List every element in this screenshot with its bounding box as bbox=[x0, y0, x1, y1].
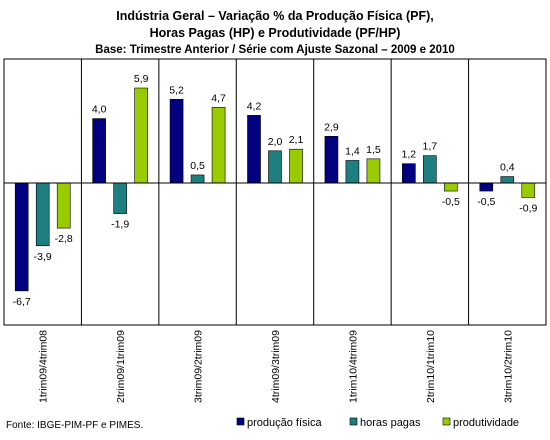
chart-title-line-2: Horas Pagas (HP) e Produtividade (PF/HP) bbox=[150, 26, 401, 40]
bar-producao-fisica bbox=[324, 136, 339, 184]
data-label-producao-fisica: 2,9 bbox=[324, 121, 339, 133]
bar-producao-fisica bbox=[169, 98, 184, 184]
data-label-producao-fisica: 4,2 bbox=[247, 100, 262, 112]
bar-produtividade bbox=[211, 107, 226, 184]
data-label-produtividade: -0,5 bbox=[442, 196, 460, 208]
chart-subtitle: Base: Trimestre Anterior / Série com Aju… bbox=[95, 44, 455, 56]
data-label-producao-fisica: 5,2 bbox=[169, 84, 184, 96]
bar-horas-pagas bbox=[423, 155, 437, 184]
bar-producao-fisica bbox=[479, 182, 494, 192]
data-label-produtividade: 5,9 bbox=[134, 73, 149, 85]
x-tick-label: 3trim10/2trim10 bbox=[502, 330, 514, 403]
data-label-producao-fisica: -6,7 bbox=[13, 296, 31, 308]
bar-producao-fisica bbox=[14, 182, 29, 292]
bars bbox=[14, 87, 536, 292]
source-note: Fonte: IBGE-PIM-PF e PIMES. bbox=[6, 420, 143, 431]
x-tick-label: 2trim09/1trim09 bbox=[115, 330, 127, 403]
data-label-producao-fisica: -0,5 bbox=[477, 196, 495, 208]
legend-label-produtividade: produtividade bbox=[453, 417, 519, 429]
legend: produção física horas pagas produtividade bbox=[236, 417, 519, 429]
value-labels: -6,7 -3,9-2,8 4,0 -1,9 5,9 5,2 0,5 4,7 4,2 2,0 2,1… bbox=[13, 73, 538, 308]
bar-horas-pagas bbox=[268, 150, 282, 184]
chart-title-line-1: Indústria Geral – Variação % da Produção… bbox=[116, 9, 433, 23]
bar-horas-pagas bbox=[500, 176, 515, 184]
data-label-producao-fisica: 4,0 bbox=[92, 104, 107, 116]
data-label-produtividade: -2,8 bbox=[55, 233, 73, 245]
legend-label-producao-fisica: produção física bbox=[247, 417, 322, 429]
legend-swatch-produtividade bbox=[442, 417, 451, 426]
bar-horas-pagas bbox=[345, 160, 360, 184]
bar-produtividade bbox=[289, 148, 303, 184]
bar-produtividade bbox=[366, 158, 381, 184]
data-label-produtividade: 4,7 bbox=[211, 92, 226, 104]
data-label-horas-pagas: -3,9 bbox=[34, 251, 52, 263]
group-dividers bbox=[80, 59, 470, 325]
legend-swatch-horas-pagas bbox=[349, 417, 358, 426]
data-label-producao-fisica: 1,2 bbox=[402, 149, 417, 161]
bar-horas-pagas bbox=[35, 182, 50, 247]
x-tick-label: 4trim09/3trim09 bbox=[270, 330, 282, 403]
bar-produtividade bbox=[444, 182, 458, 192]
data-label-horas-pagas: 1,7 bbox=[423, 141, 438, 153]
bar-horas-pagas bbox=[190, 174, 205, 184]
bar-producao-fisica bbox=[247, 115, 261, 184]
data-label-horas-pagas: 1,4 bbox=[345, 145, 360, 157]
data-label-horas-pagas: -1,9 bbox=[111, 219, 129, 231]
x-tick-label: 1trim10/4trim09 bbox=[347, 330, 359, 403]
x-tick-label: 3trim09/2trim09 bbox=[193, 330, 205, 403]
plot-frame bbox=[3, 58, 547, 326]
x-tick-label: 1trim09/4trim08 bbox=[38, 330, 50, 403]
bar-produtividade bbox=[56, 182, 71, 229]
bar-produtividade bbox=[521, 182, 536, 198]
bar-produtividade bbox=[134, 87, 148, 184]
legend-label-horas-pagas: horas pagas bbox=[360, 417, 421, 429]
data-label-horas-pagas: 0,5 bbox=[190, 160, 205, 172]
legend-swatch-producao-fisica bbox=[236, 417, 245, 426]
x-tick-label: 2trim10/1trim10 bbox=[425, 330, 437, 403]
bar-horas-pagas bbox=[113, 182, 127, 214]
data-label-horas-pagas: 2,0 bbox=[268, 136, 283, 148]
data-label-produtividade: -0,9 bbox=[519, 202, 537, 214]
bar-producao-fisica bbox=[402, 163, 416, 184]
bar-producao-fisica bbox=[92, 118, 106, 184]
data-label-produtividade: 1,5 bbox=[366, 144, 381, 156]
x-tick-labels: 1trim09/4trim08 2trim09/1trim09 3trim09/2t… bbox=[38, 330, 515, 403]
data-label-produtividade: 2,1 bbox=[289, 134, 304, 146]
data-label-horas-pagas: 0,4 bbox=[500, 162, 515, 174]
